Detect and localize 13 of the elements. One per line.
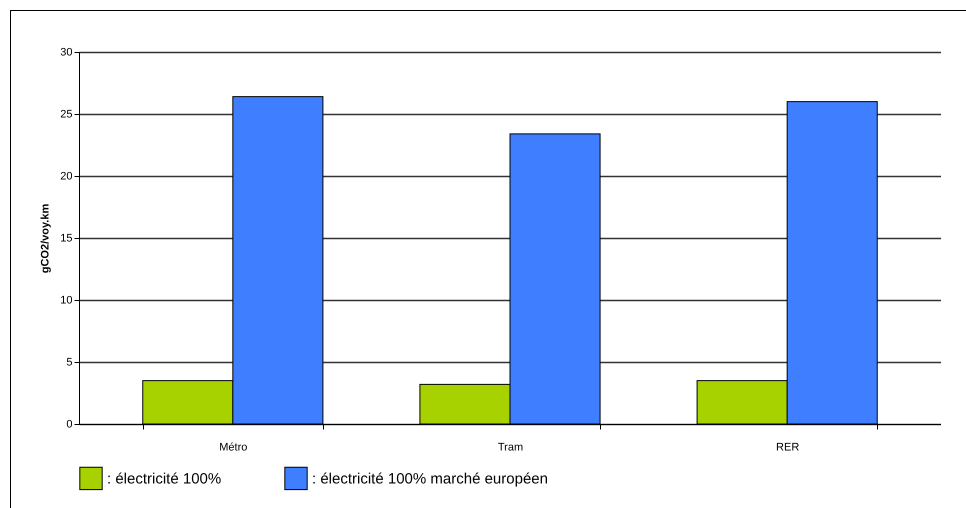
legend-label: : électricité 100% marché européen [312, 470, 548, 488]
y-axis-title: gCO2/voy.km [39, 204, 52, 274]
x-tick-label: RER [776, 442, 800, 454]
y-tick-label: 25 [60, 108, 72, 120]
legend-label: : électricité 100% [107, 470, 222, 488]
x-tick-label: Tram [498, 442, 524, 454]
y-tick-label: 15 [60, 232, 72, 244]
y-tick-label: 0 [66, 418, 72, 430]
x-tick-label: Métro [219, 442, 248, 454]
y-tick-label: 30 [60, 46, 72, 58]
y-tick-label: 5 [66, 356, 72, 368]
y-tick-label: 10 [60, 294, 72, 306]
y-tick-label: 20 [60, 170, 72, 182]
